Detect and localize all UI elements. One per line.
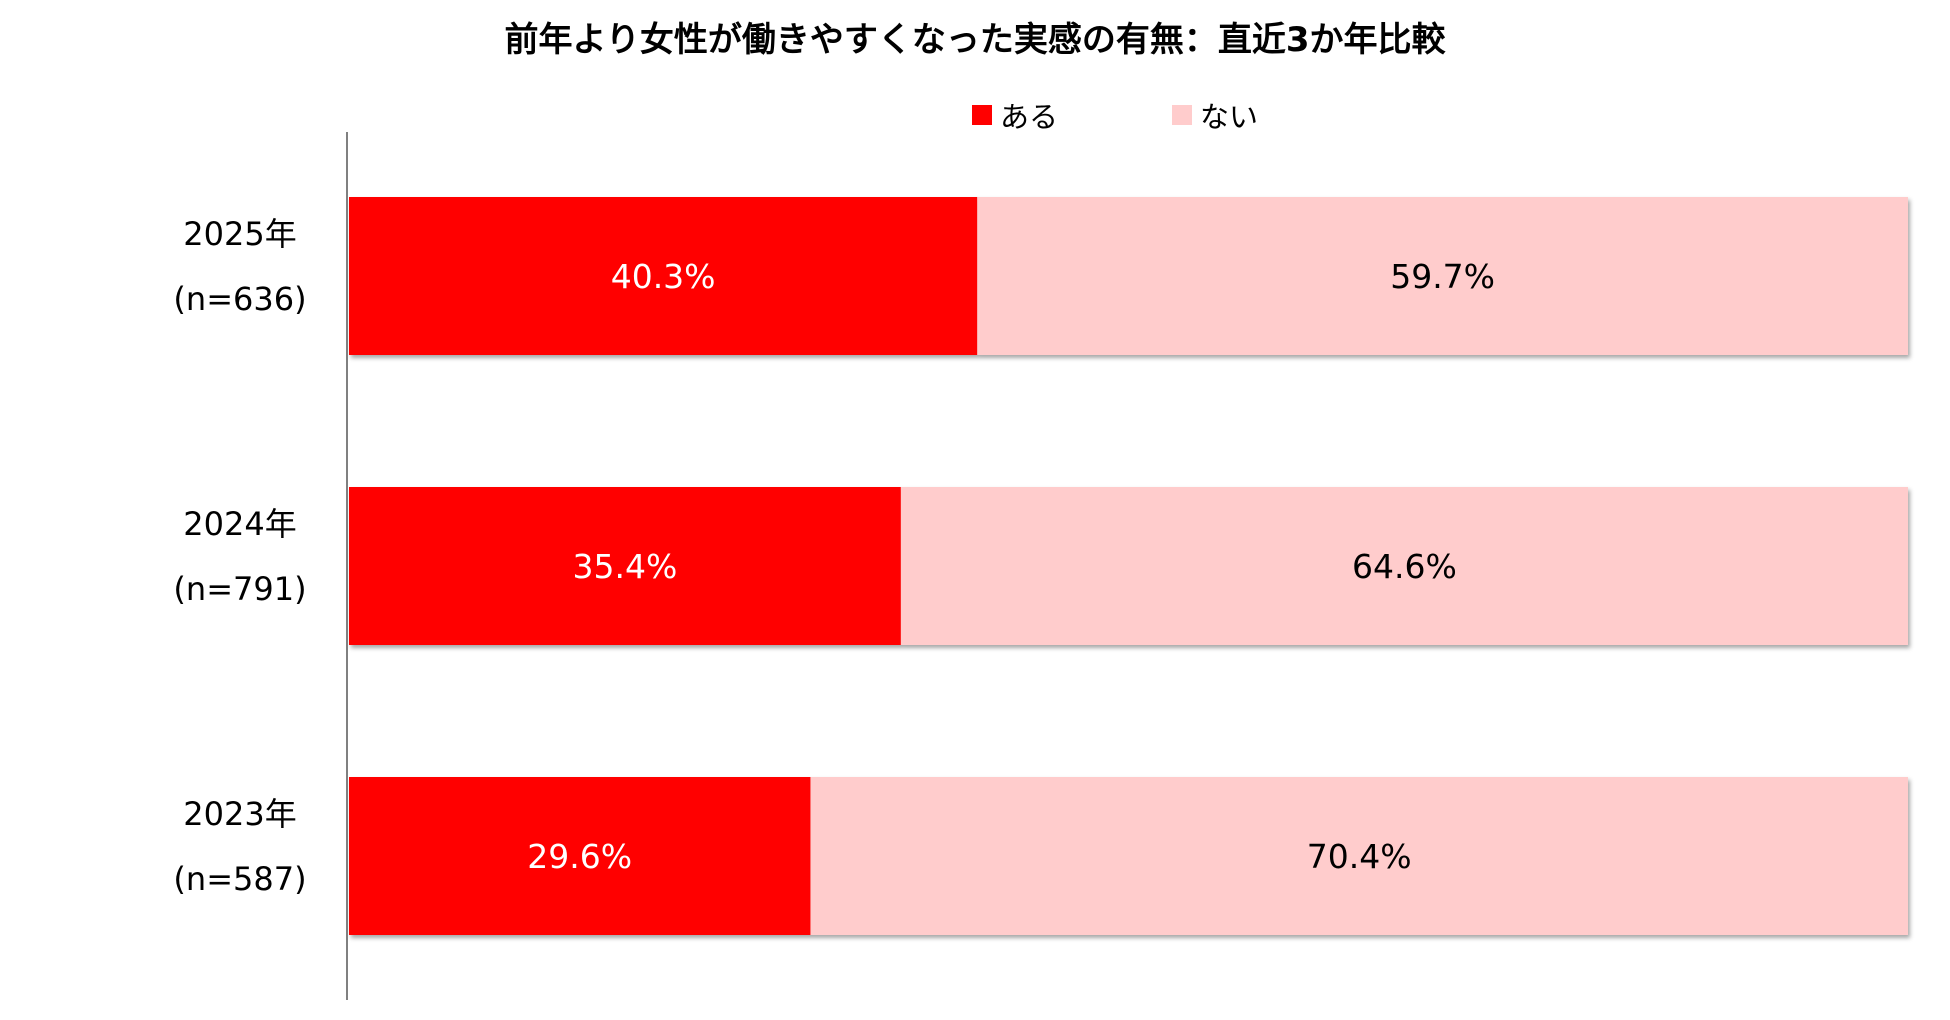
legend-label-nai: ない (1200, 100, 1259, 134)
category-label-year: 2023年 (183, 795, 296, 833)
bar-segment-aru (349, 777, 811, 935)
category-label-year: 2025年 (183, 215, 296, 253)
data-label: 70.4% (1307, 837, 1412, 876)
legend-swatch-aru (972, 105, 992, 125)
data-label: 40.3% (611, 257, 716, 296)
category-label-n: (n=587) (173, 860, 306, 898)
bar-segment-nai (810, 777, 1908, 935)
bar-segment-aru (349, 487, 901, 645)
bar-row (349, 777, 1908, 935)
legend-label-aru: ある (1000, 100, 1059, 134)
legend-item-nai: ない (1172, 94, 1258, 134)
data-label: 29.6% (527, 837, 632, 876)
legend-swatch-nai (1172, 105, 1192, 125)
data-label: 59.7% (1390, 257, 1495, 296)
category-label-year: 2024年 (183, 505, 296, 543)
bar-segment-nai (977, 197, 1908, 355)
chart-title: 前年より女性が働きやすくなった実感の有無：直近3か年比較 (504, 20, 1446, 60)
data-label: 64.6% (1352, 547, 1457, 586)
bar-segment-aru (349, 197, 978, 355)
category-label-n: (n=791) (173, 570, 306, 608)
bar-row (349, 487, 1908, 645)
category-label-n: (n=636) (173, 280, 306, 318)
data-label: 35.4% (573, 547, 678, 586)
bar-row (349, 197, 1908, 355)
legend-item-aru: ある (972, 94, 1058, 134)
bar-segment-nai (900, 487, 1908, 645)
